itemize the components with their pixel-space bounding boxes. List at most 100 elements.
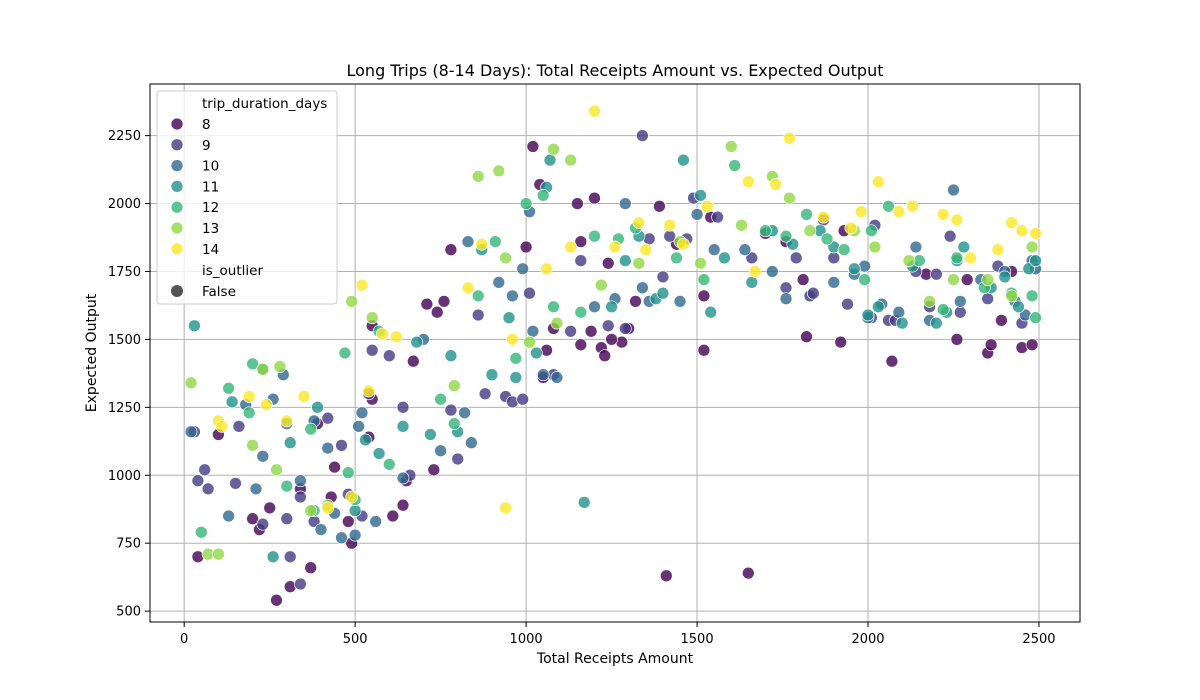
data-point-14-days (499, 501, 512, 515)
data-point-12-days (382, 458, 396, 471)
data-point-8-days (574, 235, 588, 248)
data-point-12-days (304, 422, 318, 436)
data-point-11-days (677, 153, 690, 167)
data-point-8-days (885, 354, 899, 368)
data-point-8-days (328, 460, 341, 474)
data-point-9-days (444, 403, 458, 417)
data-point-13-days (273, 360, 287, 373)
data-point-14-days (906, 199, 919, 213)
data-point-13-days (550, 316, 564, 330)
data-point-12-days (488, 235, 502, 248)
data-point-9-days (365, 343, 379, 357)
data-point-13-days (471, 170, 485, 183)
data-point-13-days (523, 335, 536, 349)
data-point-12-days (341, 466, 355, 479)
data-point-11-days (861, 308, 875, 322)
data-point-12-days (434, 392, 447, 406)
data-point-8-days (406, 354, 420, 368)
legend-marker-11 (170, 180, 184, 193)
data-point-9-days (321, 411, 335, 425)
data-point-8-days (263, 501, 277, 515)
data-point-14-days (748, 265, 762, 278)
legend: trip_duration_days 8 9 10 11 12 13 14 is_outli… (156, 90, 338, 305)
data-point-11-days (372, 447, 386, 460)
data-point-8-days (1025, 338, 1039, 352)
data-point-13-days (246, 439, 259, 452)
data-point-8-days (741, 566, 755, 580)
data-point-12-days (338, 346, 352, 360)
data-point-12-days (820, 232, 834, 246)
data-point-10-days (256, 449, 270, 463)
data-point-8-days (420, 297, 434, 311)
data-point-12-days (936, 303, 950, 316)
data-point-14-days (817, 210, 830, 224)
data-point-11-days (348, 504, 362, 517)
data-point-12-days (800, 208, 813, 221)
data-point-8-days (246, 512, 259, 526)
data-point-11-days (424, 428, 437, 441)
legend-label-8: 8 (202, 117, 211, 133)
data-point-13-days (564, 153, 577, 167)
data-point-11-days (704, 305, 718, 319)
data-point-11-days (656, 286, 670, 300)
data-point-9-days (930, 267, 943, 281)
x-tick-label: 500 (343, 632, 368, 647)
data-point-12-days (280, 479, 294, 493)
data-point-14-days (280, 414, 294, 428)
data-point-10-days (707, 243, 721, 257)
data-point-8-days (605, 333, 618, 346)
data-point-10-days (461, 235, 475, 248)
x-tick-label: 1500 (681, 632, 714, 647)
data-point-14-days (608, 240, 622, 254)
data-point-11-days (1012, 300, 1025, 314)
data-point-13-days (270, 463, 283, 477)
legend-label-14: 14 (202, 242, 219, 258)
data-point-13-days (868, 240, 882, 254)
data-point-10-days (458, 406, 471, 420)
data-point-8-days (386, 509, 400, 523)
data-point-10-days (294, 474, 307, 488)
legend-label-12: 12 (202, 200, 219, 216)
data-point-8-days (427, 463, 441, 477)
data-point-12-days (1029, 311, 1042, 325)
data-point-10-days (673, 295, 687, 308)
data-point-14-days (321, 501, 335, 515)
data-point-13-days (492, 164, 506, 178)
data-point-10-days (536, 368, 550, 382)
data-point-11-days (509, 371, 523, 384)
data-point-8-days (571, 197, 584, 210)
data-point-9-days (280, 512, 294, 526)
data-point-11-days (618, 254, 632, 267)
data-point-13-days (632, 256, 646, 270)
data-point-14-days (297, 390, 311, 403)
data-point-14-days (389, 330, 403, 344)
y-tick-label: 500 (116, 605, 141, 620)
data-point-11-days (930, 316, 943, 330)
data-point-8-days (697, 343, 711, 357)
data-point-11-days (225, 395, 239, 409)
data-point-9-days (618, 322, 632, 335)
data-point-9-days (294, 577, 307, 591)
data-point-12-days (509, 352, 523, 365)
data-point-9-days (232, 420, 246, 433)
data-point-9-days (478, 387, 492, 401)
data-point-9-days (806, 286, 820, 300)
data-point-14-days (506, 333, 519, 346)
data-point-14-days (1005, 216, 1018, 229)
data-point-14-days (783, 131, 796, 145)
data-point-14-days (362, 384, 376, 398)
x-tick-label: 2000 (851, 632, 884, 647)
data-point-13-days (212, 547, 225, 561)
data-point-11-days (359, 433, 372, 447)
legend-label-9: 9 (202, 138, 211, 154)
data-point-13-days (947, 273, 960, 286)
data-point-10-days (222, 509, 235, 523)
data-point-10-days (465, 436, 478, 450)
data-point-14-days (540, 262, 553, 276)
legend-marker-8 (170, 117, 184, 131)
data-point-14-days (259, 398, 273, 411)
data-point-9-days (335, 439, 348, 452)
data-point-11-days (718, 251, 731, 265)
data-point-14-days (1029, 227, 1042, 240)
